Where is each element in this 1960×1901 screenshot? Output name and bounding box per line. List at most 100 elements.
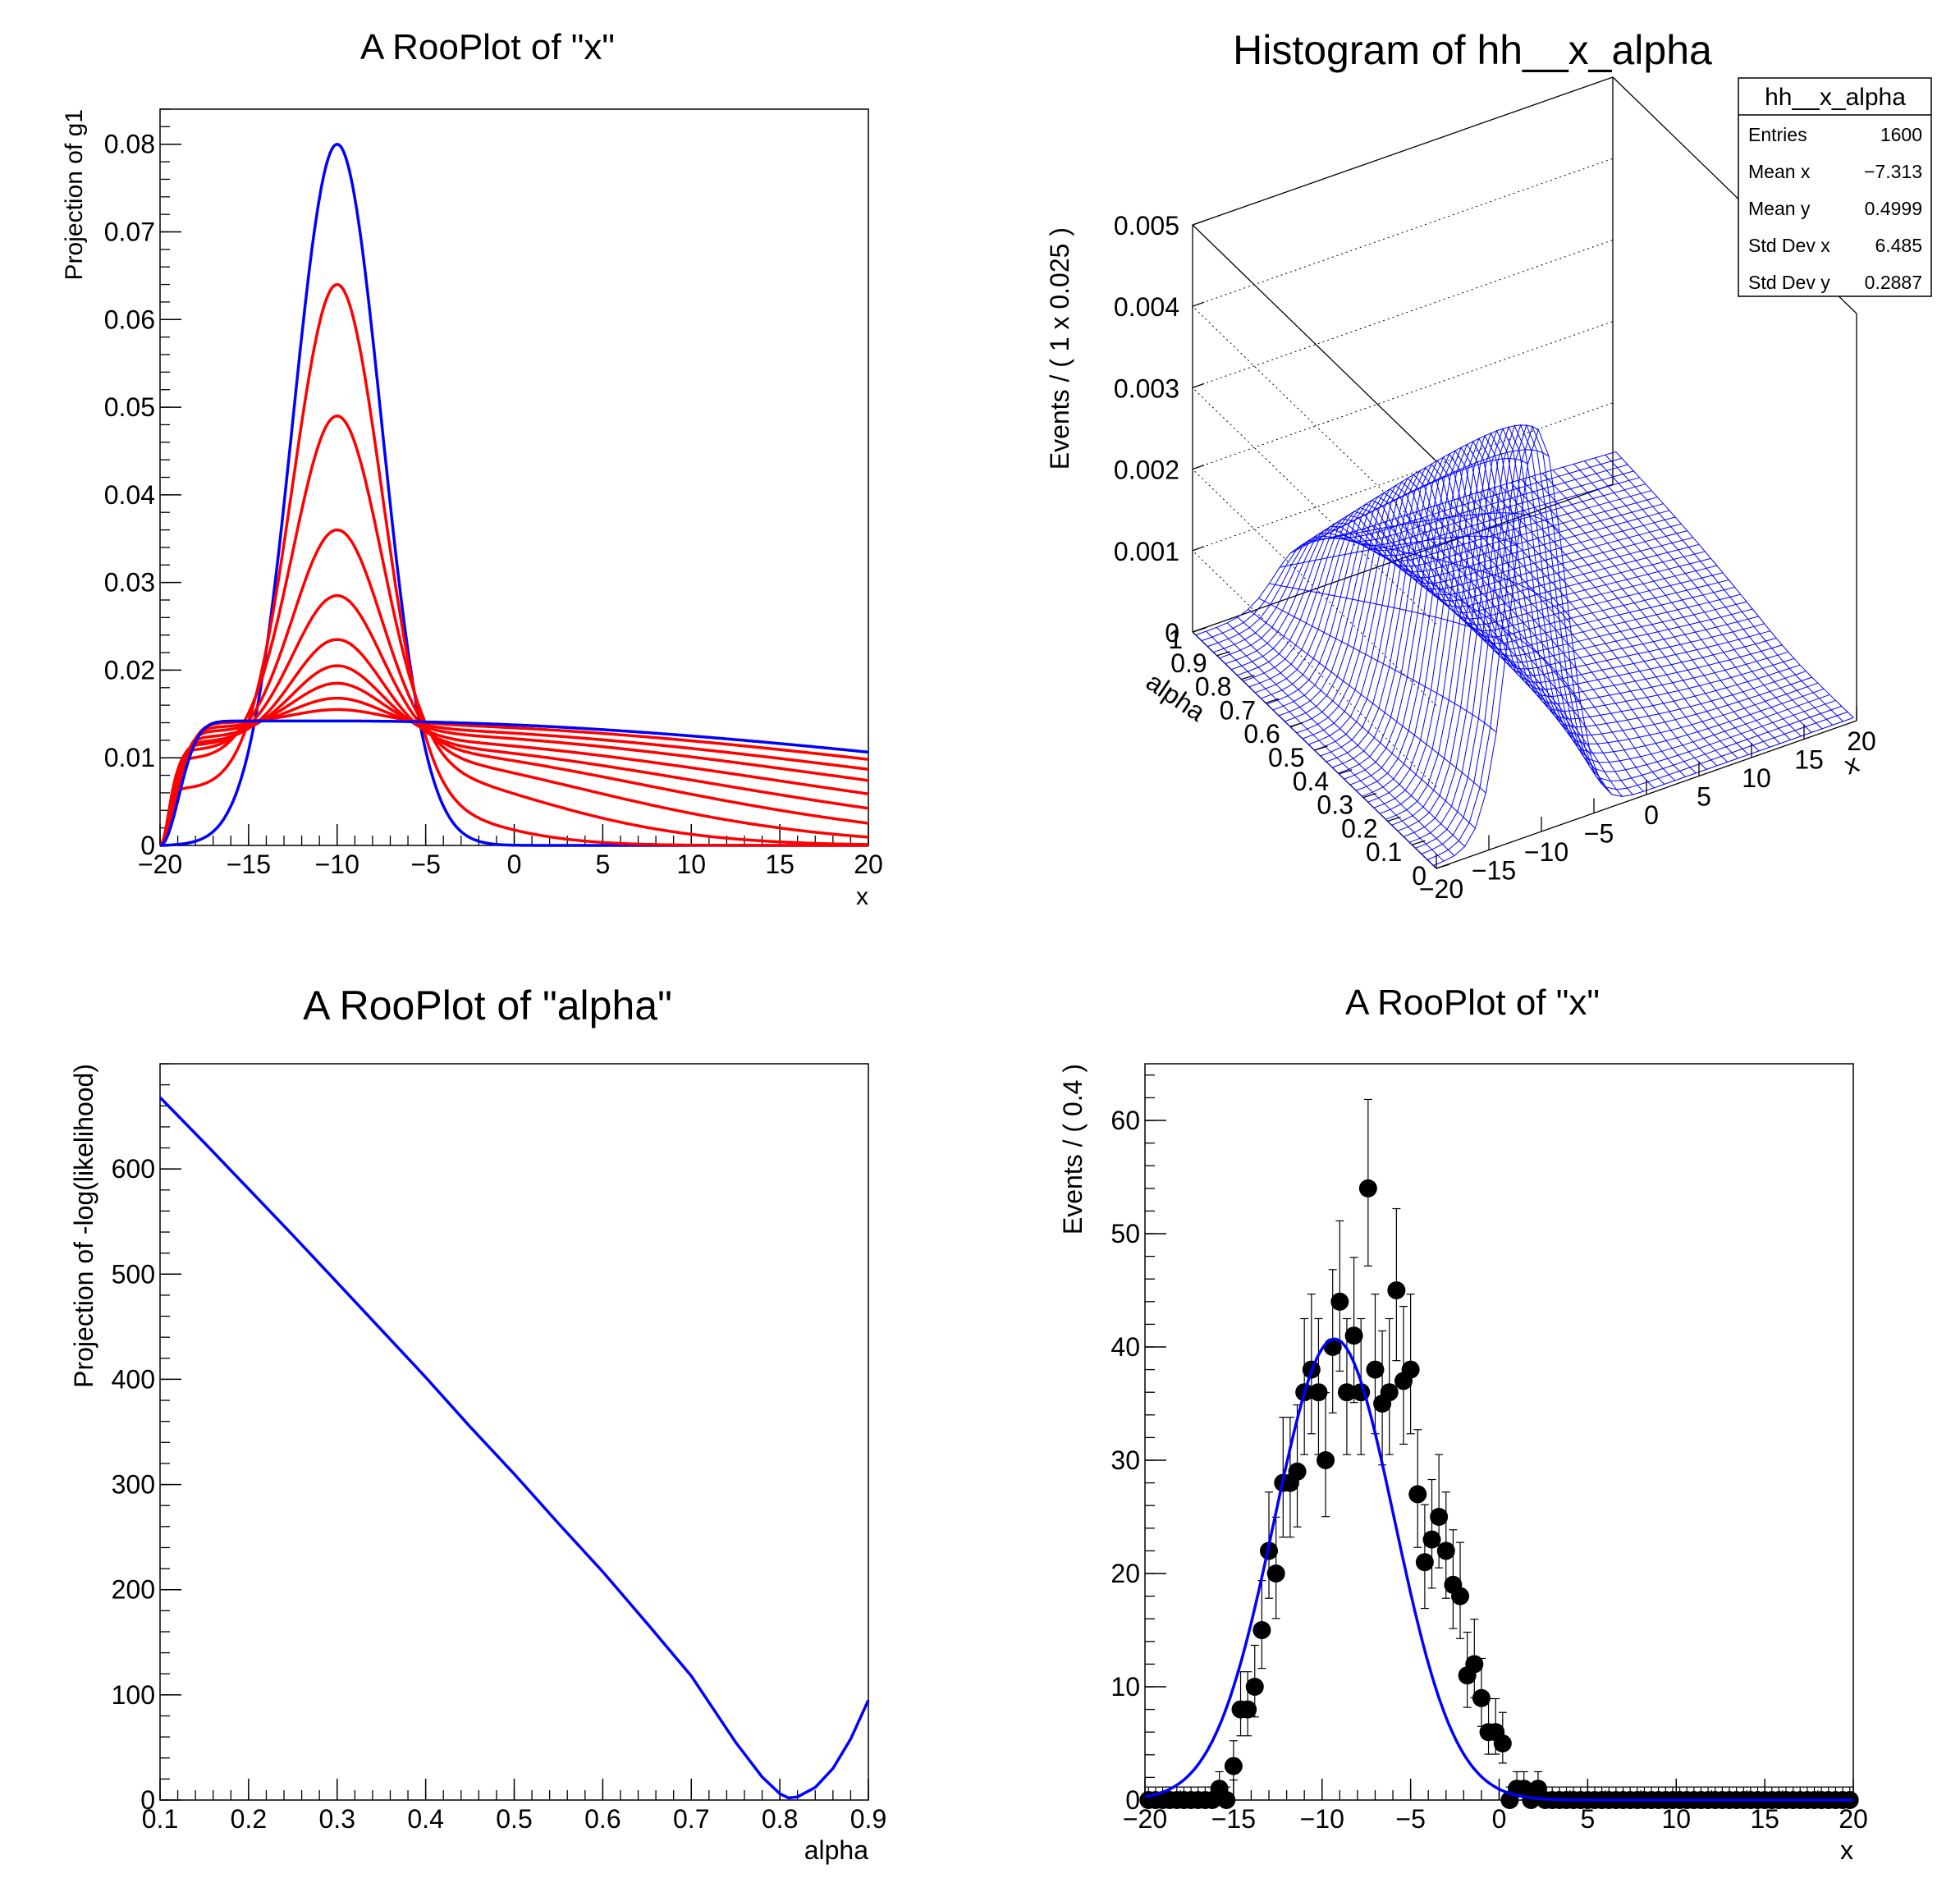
x-tick-label: 10	[1742, 763, 1771, 793]
x-tick-label: 10	[676, 850, 706, 879]
x-tick-label: 0	[1644, 800, 1659, 830]
x-tick-label: 0	[1492, 1804, 1507, 1834]
panel3-x-label: alpha	[804, 1835, 869, 1865]
x-tick-label: 0.8	[762, 1804, 798, 1834]
curve-alpha-0.1	[158, 282, 868, 847]
x-tick-label: 15	[765, 850, 795, 879]
box-edge	[1192, 76, 1614, 226]
y-tick-label: 0	[140, 831, 155, 860]
data-point	[1344, 1326, 1363, 1345]
y-tick-label: 0.2	[1341, 813, 1377, 843]
mesh-line	[1583, 460, 1823, 730]
panel-surface: Histogram of hh__x_alpha 0 0.001 0.002 0.00…	[1045, 27, 1932, 904]
y-tick-label: 0.7	[1220, 695, 1256, 725]
z-tick-label: 0.003	[1114, 373, 1179, 403]
mesh-line	[1300, 424, 1539, 547]
x-tick-label: 20	[1847, 726, 1876, 756]
mesh-line	[1384, 521, 1623, 797]
mesh-line	[1605, 454, 1843, 722]
z-major-tick	[1192, 220, 1205, 226]
mesh-line	[1394, 518, 1633, 795]
data-point	[1317, 1451, 1335, 1469]
mesh-line	[1363, 528, 1602, 784]
y-tick-label: 20	[1111, 1559, 1140, 1588]
y-major-tick	[1216, 651, 1230, 657]
box-edge	[1192, 224, 1437, 462]
curve-alpha-0.7	[159, 681, 869, 847]
z-major-tick	[1192, 546, 1205, 552]
panel3-x-axis: 0.1 0.2 0.3 0.4 0.5 0.6 0.7 0.8 0.9	[142, 1779, 886, 1834]
curve-alpha-0.3	[158, 528, 869, 847]
panel1-curves	[158, 142, 869, 847]
mesh-line	[1206, 630, 1445, 862]
data-point	[1436, 1541, 1455, 1560]
mesh-line	[1426, 508, 1665, 785]
y-tick-label: 40	[1111, 1332, 1140, 1362]
y-tick-label: 400	[112, 1364, 155, 1394]
mesh-line	[1353, 531, 1591, 756]
y-tick-label: 300	[112, 1470, 155, 1500]
mesh-line	[1436, 505, 1676, 781]
panel1-y-label: Projection of g1	[61, 109, 88, 280]
x-tick-label: 0.3	[319, 1804, 355, 1834]
mesh-line	[1552, 470, 1791, 740]
data-point	[1366, 1360, 1385, 1379]
mesh-line	[1541, 473, 1781, 744]
z-tick-label: 0.004	[1114, 292, 1179, 322]
grid-line	[1192, 239, 1614, 388]
y-tick-label: 0.06	[104, 305, 155, 334]
data-point	[1252, 1621, 1271, 1639]
panel3-y-label: Projection of -log(likelihood)	[69, 1064, 98, 1388]
stats-meany-value: 0.4999	[1865, 198, 1922, 219]
stats-title: hh__x_alpha	[1765, 84, 1906, 111]
panel2-title: Histogram of hh__x_alpha	[1233, 27, 1712, 73]
panel4-y-label: Events / ( 0.4 )	[1058, 1064, 1088, 1235]
mesh-line	[1216, 626, 1455, 856]
y-tick-label: 30	[1111, 1445, 1140, 1475]
data-point	[1217, 1791, 1236, 1809]
stats-meanx-value: −7.313	[1864, 161, 1922, 182]
y-major-tick	[1436, 863, 1450, 869]
mesh-line	[1311, 449, 1550, 543]
box-edge	[1192, 483, 1614, 633]
mesh-line	[1521, 479, 1760, 752]
x-tick-label: 5	[595, 850, 610, 879]
data-point	[1415, 1553, 1434, 1572]
y-tick-label: 0.04	[104, 480, 155, 510]
x-tick-label: 0.2	[231, 1804, 267, 1834]
nll-curve	[158, 1096, 870, 1800]
y-tick-label: 0	[1412, 861, 1426, 891]
x-tick-label: 0	[507, 850, 522, 879]
curve-alpha-1	[159, 719, 869, 847]
panel4-title: A RooPlot of "x"	[1345, 983, 1600, 1023]
y-major-tick	[1412, 840, 1426, 845]
z-tick-label: 0	[1165, 618, 1179, 648]
stats-box: hh__x_alpha Entries 1600 Mean x −7.313 M…	[1738, 77, 1932, 297]
grid-line	[1192, 158, 1614, 307]
data-point	[1380, 1383, 1399, 1402]
y-tick-label: 0.3	[1317, 790, 1353, 820]
z-major-tick	[1192, 301, 1205, 307]
mesh-line	[1615, 451, 1854, 718]
y-tick-label: 0.03	[104, 568, 155, 598]
data-point	[1358, 1179, 1377, 1198]
x-tick-label: −10	[315, 850, 359, 879]
panel2-z-label: Events / ( 1 x 0.025 )	[1045, 227, 1074, 470]
x-tick-label: 20	[1839, 1804, 1868, 1834]
data-point	[1451, 1587, 1470, 1606]
y-tick-label: 0.4	[1293, 767, 1329, 796]
stats-stdy-value: 0.2887	[1865, 272, 1922, 293]
stats-stdy-label: Std Dev y	[1748, 272, 1830, 293]
mesh-line	[1478, 492, 1718, 767]
data-point	[1224, 1757, 1243, 1775]
x-tick-label: 0.6	[584, 1804, 621, 1834]
panel-alpha-nll: A RooPlot of "alpha" 0 100 200 300 400 500 600…	[69, 983, 886, 1865]
y-tick-label: 0.8	[1195, 672, 1231, 702]
panel3-y-axis: 0 100 200 300 400 500 600	[112, 1063, 181, 1815]
y-tick-label: 0.1	[1366, 837, 1402, 867]
mesh-line	[1237, 616, 1476, 829]
panel2-box	[1192, 76, 1857, 869]
x-tick-label: −10	[1524, 837, 1568, 867]
